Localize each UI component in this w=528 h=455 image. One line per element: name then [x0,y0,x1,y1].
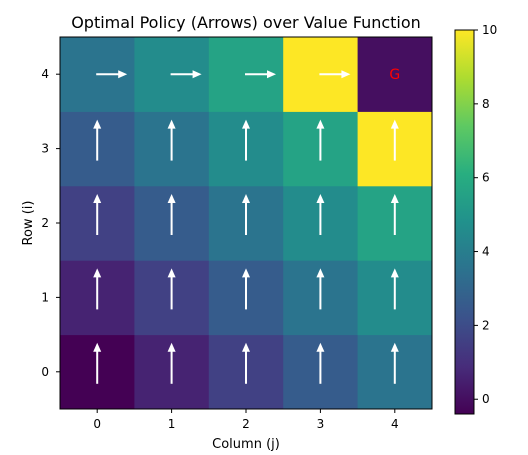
policy-arrowhead [93,194,102,203]
y-tick-label: 4 [41,67,49,81]
policy-arrowhead [192,70,202,79]
goal-layer: G [389,67,400,83]
policy-arrowhead [390,268,399,278]
colorbar-ticks: 0 2 4 6 8 10 [474,23,497,406]
policy-arrowhead [390,342,399,352]
policy-arrowhead [242,268,250,278]
policy-arrowhead [267,70,276,79]
heatmap-cells [60,37,433,410]
x-tick-label: 3 [317,417,325,431]
policy-arrowhead [167,119,176,129]
y-tick-label: 2 [41,216,49,230]
policy-arrowhead [316,119,325,129]
policy-arrowhead [316,268,325,278]
policy-arrowhead [167,342,176,352]
chart-title: Optimal Policy (Arrows) over Value Funct… [71,13,421,32]
y-axis-ticks: 0 1 2 3 4 [41,67,60,379]
policy-arrowhead [93,342,102,352]
y-axis-label: Row (i) [21,201,36,246]
goal-marker: G [389,67,400,83]
x-tick-label: 0 [93,417,101,431]
x-tick-label: 4 [391,417,399,431]
colorbar-tick-label: 6 [482,171,490,185]
x-axis-ticks: 0 1 2 3 4 [93,409,399,431]
x-tick-label: 1 [168,417,176,431]
colorbar-tick-label: 2 [482,318,490,332]
policy-arrowhead [242,194,250,203]
colorbar-tick-label: 4 [482,245,490,259]
colorbar [454,29,475,415]
y-tick-label: 1 [41,290,49,304]
x-tick-label: 2 [242,417,250,431]
colorbar-tick-label: 10 [482,23,497,37]
policy-arrowhead [242,342,250,352]
policy-arrowhead [390,119,399,129]
policy-arrowhead [341,70,351,79]
policy-arrowhead [167,268,176,278]
x-axis-label: Column (j) [212,437,280,452]
policy-arrowhead [118,70,128,79]
policy-arrowhead [93,268,102,278]
policy-arrowhead [167,194,176,203]
policy-arrowhead [93,119,102,129]
policy-arrowhead [390,194,399,203]
policy-arrowhead [316,194,325,203]
policy-arrowhead [316,342,325,352]
policy-arrows [93,70,399,384]
heatmap-cell [357,37,433,112]
policy-arrowhead [242,119,250,129]
y-tick-label: 0 [41,365,49,379]
colorbar-tick-label: 0 [482,392,490,406]
colorbar-tick-label: 8 [482,97,490,111]
y-tick-label: 3 [41,142,49,156]
